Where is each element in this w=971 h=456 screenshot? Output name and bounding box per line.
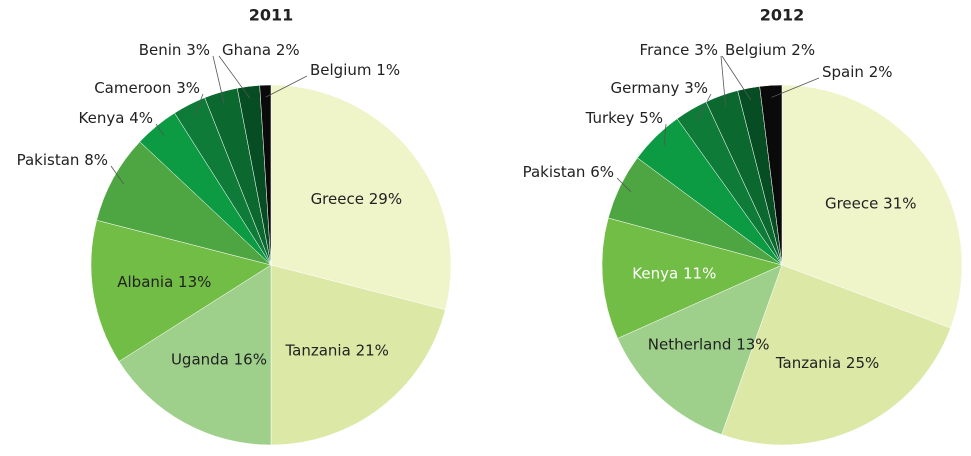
slice-value: 16%: [234, 350, 267, 368]
slice-category: Turkey: [585, 109, 635, 127]
slice-category: Belgium: [310, 61, 372, 79]
slice-category: Netherland: [648, 335, 732, 353]
slice-category: Greece: [311, 189, 364, 207]
slice-value: 21%: [356, 341, 389, 359]
slice-category: Uganda: [171, 350, 229, 368]
leader-line: [194, 93, 204, 116]
pie-slice: [617, 264, 783, 435]
leader-line: [155, 123, 165, 136]
slice-value: 6%: [590, 163, 614, 181]
slice-category: Spain: [822, 63, 864, 81]
pie-slice: [259, 84, 272, 266]
chart-title: 2011: [249, 6, 294, 25]
slice-label: Turkey 5%: [585, 109, 663, 127]
slice-label: Greece 31%: [825, 194, 917, 212]
leader-line: [771, 77, 820, 98]
slice-label: Uganda 16%: [171, 350, 267, 368]
slice-value: 13%: [178, 272, 211, 290]
slice-label: Spain 2%: [822, 63, 893, 81]
chart-title: 2012: [760, 6, 805, 25]
slice-label: Belgium 1%: [310, 61, 400, 79]
pie-slice: [96, 141, 272, 266]
pie-slice: [759, 84, 783, 266]
slice-value: 13%: [736, 335, 769, 353]
pie-slice: [601, 217, 783, 339]
slice-label: Albania 13%: [117, 272, 211, 290]
slice-value: 3%: [694, 41, 718, 59]
leader-line: [265, 75, 308, 98]
slice-label: Tanzania 21%: [284, 341, 388, 359]
slice-label: Greece 29%: [311, 189, 403, 207]
leader-line: [696, 93, 712, 121]
slice-label: Germany 3%: [610, 79, 708, 97]
slice-category: Cameroon: [94, 79, 171, 97]
slice-category: Kenya: [79, 109, 125, 127]
slice-category: Pakistan: [523, 163, 586, 181]
slice-label: France 3%: [640, 41, 718, 59]
slice-category: Germany: [610, 79, 679, 97]
slice-category: Benin: [139, 41, 182, 59]
slice-category: Greece: [825, 194, 878, 212]
slice-value: 3%: [176, 79, 200, 97]
leader-line: [721, 55, 752, 101]
slice-label: Tanzania 25%: [775, 353, 879, 371]
slice-label: Kenya 4%: [79, 109, 153, 127]
pie-slice: [118, 264, 272, 446]
leader-line: [720, 55, 727, 107]
pie-slice: [721, 264, 951, 446]
slice-value: 2%: [791, 41, 815, 59]
slice-value: 29%: [369, 189, 402, 207]
slice-value: 2%: [869, 63, 893, 81]
slice-value: 25%: [846, 353, 879, 371]
pie-slice: [270, 264, 446, 446]
slice-label: Kenya 11%: [632, 264, 716, 282]
leader-line: [663, 123, 667, 146]
slice-category: Albania: [117, 272, 173, 290]
slice-label: Netherland 13%: [648, 335, 770, 353]
slice-value: 11%: [683, 264, 716, 282]
slice-value: 5%: [639, 109, 663, 127]
slice-value: 2%: [276, 41, 300, 59]
slice-label: Ghana 2%: [222, 41, 300, 59]
slice-category: Ghana: [222, 41, 271, 59]
leader-line: [218, 55, 251, 99]
slice-value: 3%: [684, 79, 708, 97]
slice-value: 8%: [84, 151, 108, 169]
slice-label: Pakistan 8%: [17, 151, 108, 169]
leader-line: [212, 55, 225, 104]
slice-category: Kenya: [632, 264, 678, 282]
pie-slice: [90, 219, 272, 362]
slice-value: 31%: [883, 194, 916, 212]
slice-value: 4%: [129, 109, 153, 127]
slice-category: Tanzania: [284, 341, 350, 359]
slice-category: Pakistan: [17, 151, 80, 169]
slice-label: Cameroon 3%: [94, 79, 200, 97]
pie-slice: [781, 84, 963, 329]
leader-line: [110, 165, 125, 185]
slice-category: France: [640, 41, 690, 59]
pie-slice: [270, 84, 452, 311]
slice-label: Pakistan 6%: [523, 163, 614, 181]
slice-category: Belgium: [725, 41, 787, 59]
slice-category: Tanzania: [775, 353, 841, 371]
slice-value: 1%: [376, 61, 400, 79]
leader-line: [616, 177, 632, 193]
slice-label: Belgium 2%: [725, 41, 815, 59]
slice-label: Benin 3%: [139, 41, 210, 59]
slice-value: 3%: [186, 41, 210, 59]
